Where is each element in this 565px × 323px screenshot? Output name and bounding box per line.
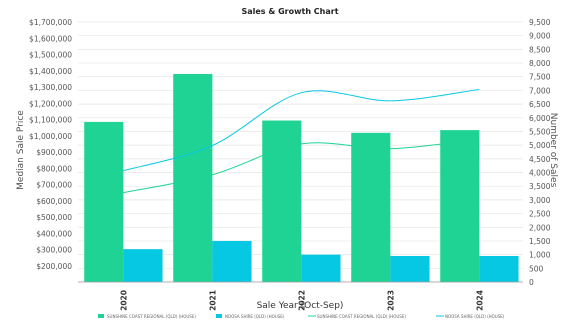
y-tick-label: $1,000,000 xyxy=(29,132,72,141)
y2-tick-label: 9,500 xyxy=(529,18,551,27)
x-tick-label: 2023 xyxy=(386,290,395,311)
y2-tick-label: 4,000 xyxy=(529,169,551,178)
y2-tick-label: 5,500 xyxy=(529,127,551,136)
legend-label: NOOSA SHIRE (QLD) (HOUSE) xyxy=(225,314,285,319)
y-tick-label: $400,000 xyxy=(36,229,72,238)
y-tick-label: $200,000 xyxy=(36,262,72,271)
bar-sunshine-coast-2020 xyxy=(84,121,124,282)
bar-sunshine-coast-2021 xyxy=(173,74,213,282)
y-axis-title: Median Sale Price xyxy=(16,110,26,190)
y-tick-label: $1,500,000 xyxy=(29,51,72,60)
y-tick-label: $700,000 xyxy=(36,181,72,190)
y-tick-label: $800,000 xyxy=(36,164,72,173)
y2-tick-label: 8,500 xyxy=(529,45,551,54)
y-tick-label: $1,700,000 xyxy=(29,18,72,27)
y2-tick-label: 5,000 xyxy=(529,141,551,150)
bar-noosa-2024 xyxy=(479,256,519,282)
y-tick-label: $900,000 xyxy=(36,148,72,157)
y2-axis-title: Number of Sales xyxy=(548,113,558,188)
y2-tick-label: 1,000 xyxy=(529,251,551,260)
bar-sunshine-coast-2022 xyxy=(262,120,302,283)
legend: SUNSHINE COAST REGIONAL (QLD) (HOUSE) NOO… xyxy=(98,314,505,319)
y2-tick-label: 9,000 xyxy=(529,32,551,41)
y-tick-label: $600,000 xyxy=(36,197,72,206)
x-tick-label: 2021 xyxy=(208,290,217,311)
bar-noosa-2023 xyxy=(390,256,430,282)
x-axis-ticks: 2020 2021 2022 2023 2024 xyxy=(119,290,484,311)
legend-label: NOOSA SHIRE (QLD) (HOUSE) xyxy=(445,314,505,319)
y-tick-label: $1,200,000 xyxy=(29,99,72,108)
legend-label: SUNSHINE COAST REGIONAL (QLD) (HOUSE) xyxy=(317,314,406,319)
y2-tick-label: 6,500 xyxy=(529,100,551,109)
y2-tick-label: 7,500 xyxy=(529,73,551,82)
y2-tick-label: 2,000 xyxy=(529,223,551,232)
right-axis-ticks: 9,500 9,000 8,500 8,000 7,500 7,000 6,500 6,000… xyxy=(529,18,551,287)
y-tick-label: $1,100,000 xyxy=(29,116,72,125)
bar-sunshine-coast-2024 xyxy=(440,130,480,282)
legend-swatch xyxy=(98,314,104,318)
y2-tick-label: 8,000 xyxy=(529,59,551,68)
bar-noosa-2022 xyxy=(301,254,341,282)
y2-tick-label: 500 xyxy=(529,264,544,273)
x-tick-label: 2020 xyxy=(119,290,128,311)
y-tick-label: $500,000 xyxy=(36,213,72,222)
y-tick-label: $1,400,000 xyxy=(29,67,72,76)
bar-noosa-2021 xyxy=(212,240,252,282)
y2-tick-label: 3,500 xyxy=(529,182,551,191)
line-sunshine-coast xyxy=(123,138,480,194)
y2-tick-label: 2,500 xyxy=(529,210,551,219)
x-axis-title: Sale Year (Oct-Sep) xyxy=(257,301,344,311)
bar-noosa-2020 xyxy=(123,249,163,282)
chart-title: Sales & Growth Chart xyxy=(241,7,338,16)
legend-label: SUNSHINE COAST REGIONAL (QLD) (HOUSE) xyxy=(107,314,196,319)
legend-swatch xyxy=(216,314,222,318)
y2-tick-label: 3,000 xyxy=(529,196,551,205)
bar-sunshine-coast-2023 xyxy=(351,132,391,282)
y2-tick-label: 7,000 xyxy=(529,86,551,95)
x-tick-label: 2022 xyxy=(297,290,306,311)
y-tick-label: $1,600,000 xyxy=(29,34,72,43)
line-noosa xyxy=(123,88,480,172)
bars xyxy=(84,74,519,283)
y-tick-label: $1,300,000 xyxy=(29,83,72,92)
y2-tick-label: 1,500 xyxy=(529,237,551,246)
y2-tick-label: 6,000 xyxy=(529,114,551,123)
y2-tick-label: 4,500 xyxy=(529,155,551,164)
y2-tick-label: 0 xyxy=(529,278,534,287)
y-tick-label: $300,000 xyxy=(36,246,72,255)
x-tick-label: 2024 xyxy=(475,290,484,311)
left-axis-ticks: $1,700,000 $1,600,000 $1,500,000 $1,400,000… xyxy=(29,18,72,271)
trend-lines xyxy=(123,88,480,194)
